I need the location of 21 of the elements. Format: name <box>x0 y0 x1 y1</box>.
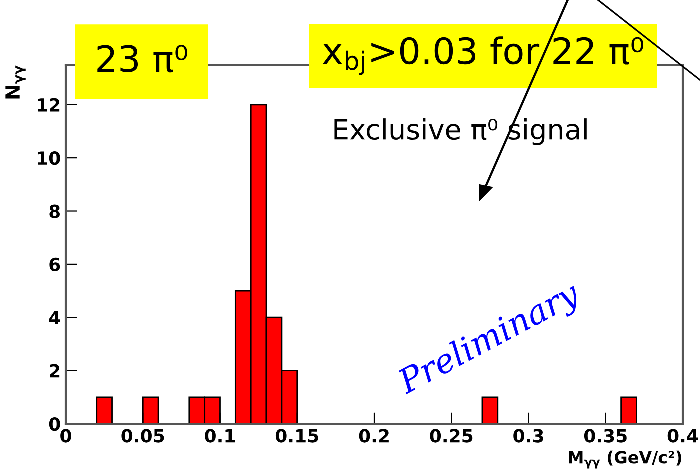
annotation: 23 π⁰ <box>98 45 188 73</box>
x-tick-label: 0.25 <box>430 429 473 443</box>
annotation: x$_{bj}$>0.03 for 22 π⁰ <box>323 36 644 76</box>
y-tick-label: 8 <box>50 204 60 218</box>
y-tick-label: 6 <box>50 258 60 272</box>
x-tick-label: 0.2 <box>359 429 389 443</box>
x-tick-label: 0.15 <box>276 429 318 443</box>
x-tick-label: 0.4 <box>668 429 698 443</box>
x-tick-label: 0.35 <box>584 429 627 443</box>
y-tick-label: 12 <box>38 98 60 112</box>
x-tick-label: 0.1 <box>205 429 235 443</box>
y-tick-label: 0 <box>49 417 60 432</box>
x-tick-label: 0 <box>60 429 72 443</box>
x-axis-title: M$_{γγ}$ (GeV/c²) <box>569 450 682 469</box>
y-tick-label: 10 <box>38 152 60 166</box>
y-tick-label: 4 <box>49 311 60 324</box>
x-tick-label: 0.3 <box>514 429 544 443</box>
x-tick-label: 0.05 <box>122 429 164 443</box>
annotation: Exclusive π⁰ signal <box>334 118 587 146</box>
y-tick-label: 2 <box>50 364 60 378</box>
y-axis-title: N$_{γγ}$ <box>6 66 26 99</box>
